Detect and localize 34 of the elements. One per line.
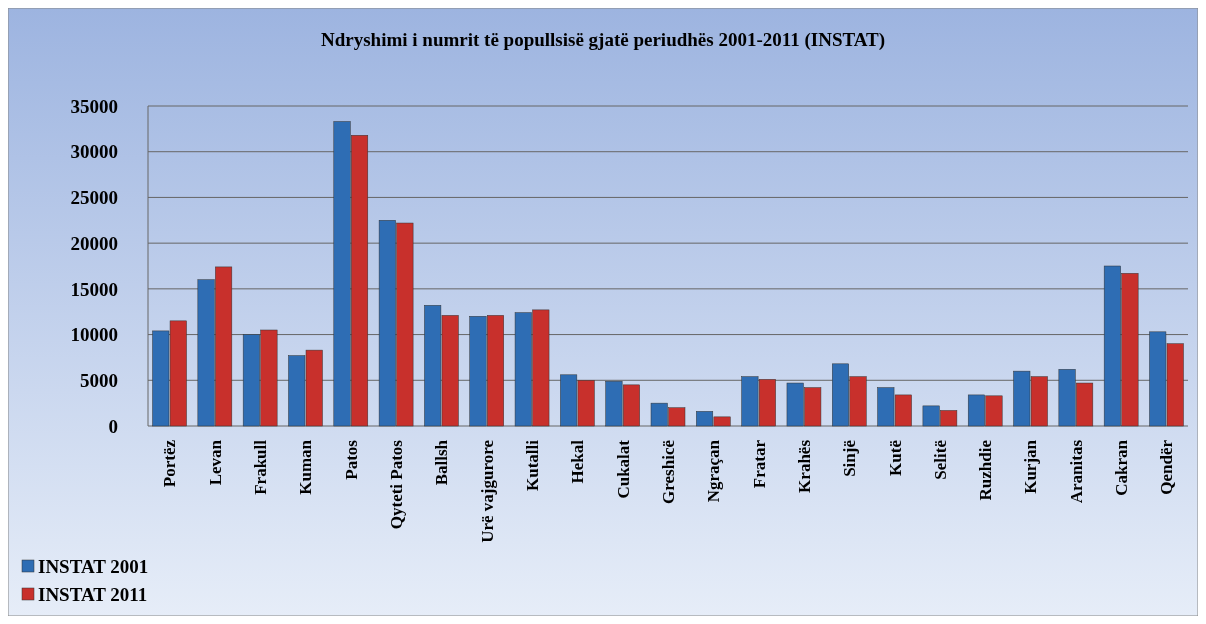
x-tick-label: Frakull [251, 439, 271, 495]
y-tick-label: 35000 [70, 95, 118, 117]
x-tick-label: Cakran [1112, 439, 1132, 496]
y-tick-label: 25000 [70, 187, 118, 209]
x-tick-label: Ngraçan [704, 439, 724, 503]
x-tick-label: Kuman [296, 439, 316, 495]
x-tick-label: Fratar [749, 439, 769, 489]
x-tick-label: Levan [205, 439, 225, 486]
y-tick-label: 5000 [80, 369, 118, 391]
y-tick-label: 30000 [70, 141, 118, 163]
y-tick-label: 20000 [70, 232, 118, 254]
y-tick-label: 10000 [70, 324, 118, 346]
y-tick-label: 15000 [70, 278, 118, 300]
x-tick-label: Cukalat [613, 439, 633, 499]
x-tick-label: Greshicë [658, 439, 678, 504]
x-tick-label: Patos [341, 439, 361, 480]
x-tick-label: Ballsh [432, 439, 452, 486]
x-tick-label: Qyteti Patos [387, 439, 407, 530]
x-tick-label: Qendër [1157, 439, 1177, 495]
chart-title: Ndryshimi i numrit të popullsisë gjatë periudhës 2001-2011 (INSTAT) [320, 29, 886, 51]
x-tick-label: Selitë [930, 439, 950, 480]
x-tick-label: Kutalli [523, 439, 542, 492]
x-tick-label: Sinjë [840, 439, 860, 477]
legend-label: INSTAT 2001 [38, 555, 149, 577]
x-tick-label: Ruzhdie [976, 439, 996, 501]
x-tick-label: Portëz [160, 439, 180, 488]
legend-label: INSTAT 2011 [38, 583, 148, 605]
x-tick-label: Aranitas [1066, 439, 1086, 504]
x-tick-label: Hekal [568, 439, 588, 484]
y-tick-label: 0 [108, 415, 118, 437]
x-tick-label: Urë vajgurore [477, 439, 497, 543]
x-tick-label: Kurjan [1021, 439, 1041, 494]
x-tick-label: Krahës [794, 439, 814, 493]
x-tick-label: Kutë [885, 439, 905, 476]
